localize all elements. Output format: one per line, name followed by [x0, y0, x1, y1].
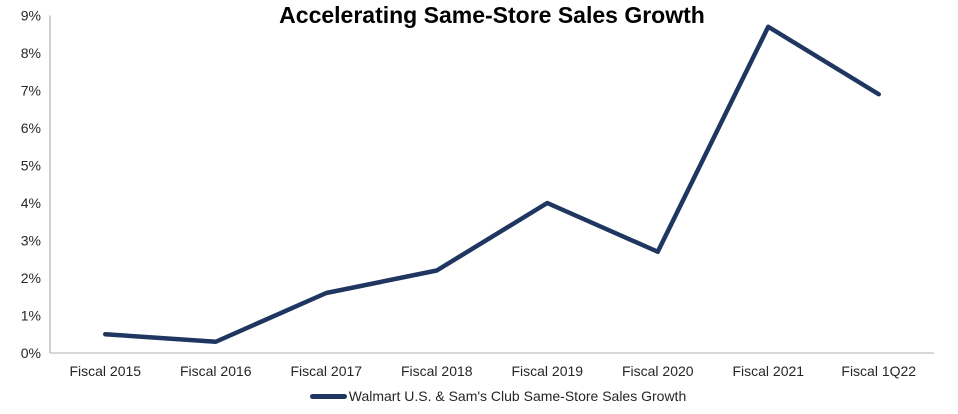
x-axis-category-label: Fiscal 2018 — [401, 363, 473, 379]
y-axis-tick-label: 3% — [21, 233, 41, 249]
chart-plot-area: 0% 1% 2% 3% 4% 5% 6% 7% 8% 9% Fiscal 2015 Fiscal 20… — [21, 8, 934, 379]
y-axis-tick-label: 5% — [21, 158, 41, 174]
sales-growth-line — [103, 24, 881, 344]
y-axis-tick-label: 9% — [21, 8, 41, 24]
x-axis-category-label: Fiscal 2021 — [732, 363, 804, 379]
y-axis-tick-label: 8% — [21, 45, 41, 61]
x-axis-category-label: Fiscal 2019 — [511, 363, 583, 379]
y-axis-tick-label: 2% — [21, 270, 41, 286]
x-axis-category-label: Fiscal 2020 — [622, 363, 694, 379]
y-axis-tick-label: 4% — [21, 195, 41, 211]
y-axis-tick-label: 1% — [21, 308, 41, 324]
legend-series-label: Walmart U.S. & Sam's Club Same-Store Sal… — [348, 388, 687, 404]
x-axis-category-label: Fiscal 2015 — [69, 363, 141, 379]
x-axis-category-label: Fiscal 2016 — [180, 363, 252, 379]
chart-legend: Walmart U.S. & Sam's Club Same-Store Sal… — [56, 388, 940, 404]
x-axis-category-label: Fiscal 2017 — [290, 363, 362, 379]
y-axis-tick-label: 7% — [21, 83, 41, 99]
legend-line-marker — [309, 393, 347, 399]
y-axis-tick-label: 6% — [21, 120, 41, 136]
x-axis-category-label: Fiscal 1Q22 — [841, 363, 916, 379]
y-axis-tick-label: 0% — [21, 345, 41, 361]
chart-title: Accelerating Same-Store Sales Growth — [279, 2, 705, 28]
